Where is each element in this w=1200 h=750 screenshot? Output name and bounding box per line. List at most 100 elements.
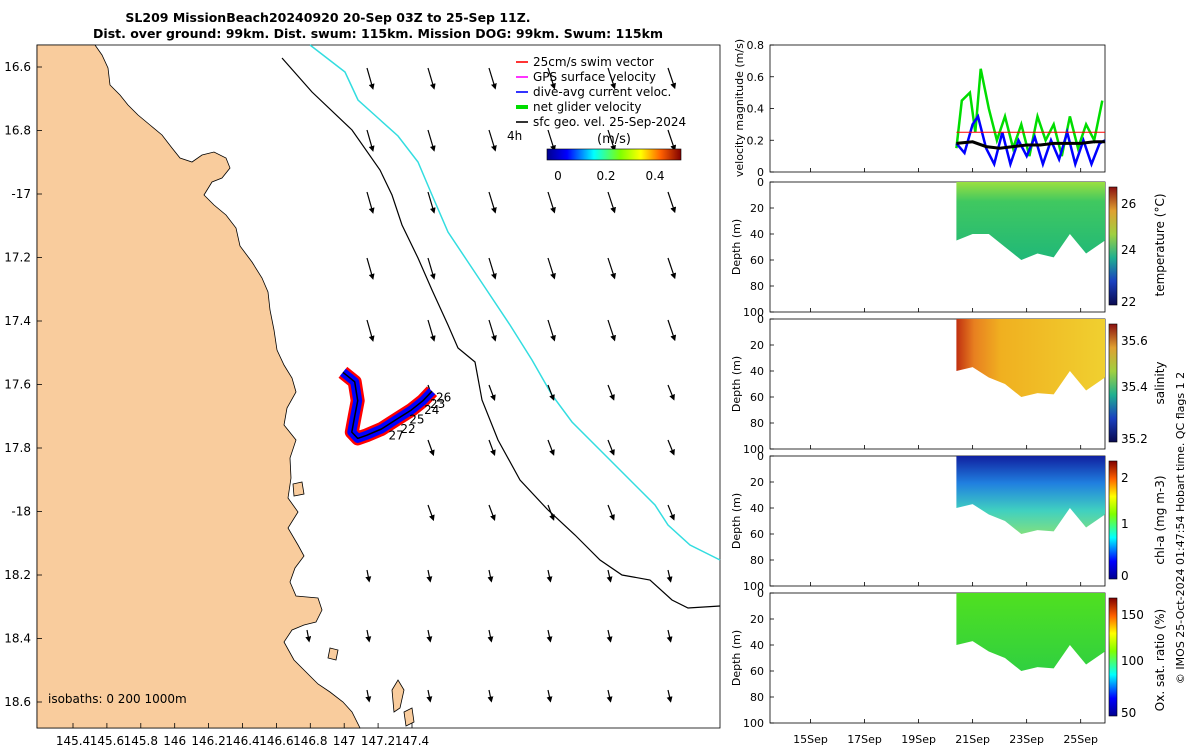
depth-tick-label: 20 xyxy=(750,476,764,489)
geo-velocity-arrow xyxy=(488,257,497,280)
temperature-colorbar-tick: 26 xyxy=(1121,197,1136,211)
chl-a-colorbar-tick: 0 xyxy=(1121,569,1129,583)
depth-tick-label: 80 xyxy=(750,417,764,430)
depth-axis-label: Depth (m) xyxy=(730,356,743,412)
depth-tick-label: 80 xyxy=(750,280,764,293)
geo-velocity-arrow xyxy=(546,689,553,703)
oxygen-section-data xyxy=(956,593,1105,671)
colorbar-title: (m/s) xyxy=(597,132,631,147)
geo-velocity-arrow xyxy=(607,129,616,152)
geo-velocity-arrow xyxy=(426,569,433,583)
depth-axis-label: Depth (m) xyxy=(730,219,743,275)
isobath-200m xyxy=(281,57,721,609)
geo-velocity-arrow xyxy=(488,191,497,214)
legend-time-label: 4h xyxy=(507,129,522,143)
depth-tick-label: 40 xyxy=(750,639,764,652)
geo-velocity-arrow xyxy=(667,129,677,152)
depth-tick-label: 80 xyxy=(750,554,764,567)
chl-a-colorbar-tick: 1 xyxy=(1121,517,1129,531)
speed-colorbar xyxy=(546,148,682,161)
depth-tick-label: 40 xyxy=(750,365,764,378)
salinity-section-data xyxy=(956,319,1105,397)
geo-velocity-arrow xyxy=(427,319,436,342)
velocity-ylabel: velocity magnitude (m/s) xyxy=(733,39,746,177)
geo-velocity-arrow xyxy=(427,257,436,280)
chl-a-colorbar-tick: 2 xyxy=(1121,471,1129,485)
geo-velocity-arrow xyxy=(666,569,673,583)
lon-tick-label: 146.2 xyxy=(191,734,225,748)
geo-velocity-arrow xyxy=(546,569,553,583)
time-tick-label: 25Sep xyxy=(1063,733,1098,746)
velocity-axes xyxy=(769,44,1106,173)
track-day-label: 22 xyxy=(400,422,415,436)
salinity-colorbar-tick: 35.2 xyxy=(1121,432,1148,446)
track-day-label: 25 xyxy=(409,413,424,427)
velocity-ytick-label: 0.8 xyxy=(747,39,765,52)
geo-velocity-arrow xyxy=(667,384,675,401)
geo-velocity-arrow xyxy=(366,67,375,90)
geo-velocity-arrow xyxy=(606,689,613,703)
track-day-label: 26 xyxy=(436,391,451,405)
velocity-ytick-label: 0.4 xyxy=(747,103,765,116)
depth-axis-label: Depth (m) xyxy=(730,630,743,686)
salinity-panel: 0 20 40 60 80 100 Depth (m) 35.2 35.4 35.6 salinit… xyxy=(730,313,1167,456)
time-tick-label: 23Sep xyxy=(1009,733,1044,746)
oxygen-panel: 0 20 40 60 80 100 Depth (m) 50 100 150 Ox. sat. ra… xyxy=(730,587,1167,730)
geo-velocity-arrow xyxy=(488,129,497,152)
legend-entry: sfc geo. vel. 25-Sep-2024 xyxy=(516,115,686,129)
land xyxy=(36,44,361,729)
chl-a-colorbar-label: chl-a (mg m-3) xyxy=(1153,475,1167,564)
title-line-1: SL209 MissionBeach20240920 20-Sep 03Z to… xyxy=(125,10,530,25)
oxygen-colorbar xyxy=(1108,597,1118,717)
time-tick-label: 19Sep xyxy=(901,733,936,746)
geo-velocity-arrow xyxy=(427,67,436,90)
geo-velocity-arrow xyxy=(667,504,675,521)
lon-tick-label: 147.4 xyxy=(395,734,429,748)
legend-label: net glider velocity xyxy=(533,100,641,114)
salinity-colorbar-label: salinity xyxy=(1153,361,1167,404)
geo-velocity-arrow xyxy=(427,191,436,214)
geo-velocity-arrow xyxy=(488,504,496,521)
depth-tick-label: 40 xyxy=(750,502,764,515)
geo-velocity-arrow xyxy=(547,67,556,90)
track-day-label: 23 xyxy=(430,397,445,411)
geo-velocity-arrow xyxy=(606,629,613,643)
island xyxy=(391,679,405,713)
temperature-colorbar-tick: 22 xyxy=(1121,295,1136,309)
legend-label: sfc geo. vel. 25-Sep-2024 xyxy=(533,115,686,129)
geo-velocity-arrow xyxy=(488,67,497,90)
temperature-section-data xyxy=(956,182,1105,260)
geo-velocity-arrow xyxy=(667,319,677,342)
depth-tick-label: 60 xyxy=(750,528,764,541)
depth-tick-label: 100 xyxy=(743,717,764,730)
geo-velocity-arrow xyxy=(366,319,375,342)
geo-velocity-arrow xyxy=(666,689,673,703)
depth-tick-label: 100 xyxy=(743,580,764,593)
legend-entry: dive-avg current veloc. xyxy=(516,85,671,99)
geo-velocity-arrow xyxy=(427,129,436,152)
track-day-label: 27 xyxy=(388,428,403,442)
lat-tick-label: 17.8 xyxy=(4,441,31,455)
time-tick-label: 21Sep xyxy=(955,733,990,746)
depth-tick-label: 60 xyxy=(750,391,764,404)
isobaths-label: isobaths: 0 200 1000m xyxy=(48,692,187,706)
geo-velocity-arrow xyxy=(607,384,615,401)
oxygen-colorbar-label: Ox. sat. ratio (%) xyxy=(1153,609,1167,711)
island xyxy=(292,481,305,497)
surface-geostrophic-velocity-field xyxy=(305,67,677,703)
legend-label: GPS surface velocity xyxy=(533,70,656,84)
lat-tick-label: -18 xyxy=(11,505,31,519)
glider-path-line xyxy=(342,371,433,440)
velocity-ytick-label: 0.2 xyxy=(747,134,765,147)
geo-velocity-arrow xyxy=(488,384,496,401)
depth-tick-label: 20 xyxy=(750,202,764,215)
geo-velocity-arrow xyxy=(667,67,677,90)
geo-velocity-arrow xyxy=(365,629,372,643)
island xyxy=(327,647,339,661)
depth-tick-label: 0 xyxy=(757,587,764,600)
title-line-2: Dist. over ground: 99km. Dist. swum: 115… xyxy=(93,26,663,41)
